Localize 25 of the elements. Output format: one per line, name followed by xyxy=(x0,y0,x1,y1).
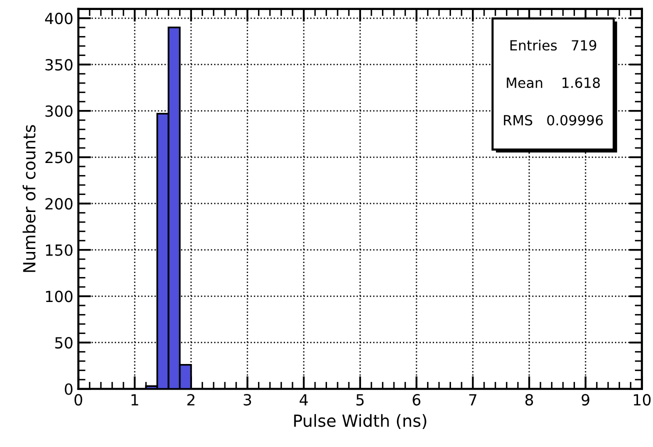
annotation: Mean 1.618 xyxy=(506,78,600,88)
x-tick-label: 5 xyxy=(356,394,364,406)
x-axis-title: Pulse Width (ns) xyxy=(294,414,426,429)
x-tick-label: 1 xyxy=(132,394,138,406)
x-tick-label: 3 xyxy=(244,394,252,406)
x-tick-label: 0 xyxy=(74,394,82,406)
y-tick-label: 100 xyxy=(46,290,72,302)
x-tick-label: 8 xyxy=(525,394,534,406)
y-tick-label: 300 xyxy=(46,105,72,117)
y-axis-title: Number of counts xyxy=(22,125,36,272)
y-tick-label: 400 xyxy=(45,12,72,24)
annotation: Entries 719 xyxy=(510,40,596,51)
x-tick-label: 4 xyxy=(300,394,308,406)
x-tick-label: 7 xyxy=(469,394,476,406)
annotation: RMS 0.09996 xyxy=(504,114,603,126)
y-tick-label: 0 xyxy=(64,383,72,395)
x-tick-label: 10 xyxy=(634,394,651,406)
x-tick-label: 9 xyxy=(582,394,590,406)
x-tick-label: 2 xyxy=(187,394,194,406)
y-tick-label: 250 xyxy=(45,152,72,164)
y-tick-label: 350 xyxy=(46,59,72,71)
y-tick-label: 50 xyxy=(55,337,72,349)
y-tick-label: 150 xyxy=(46,244,72,256)
y-tick-label: 200 xyxy=(45,198,72,210)
x-tick-label: 6 xyxy=(412,394,420,406)
